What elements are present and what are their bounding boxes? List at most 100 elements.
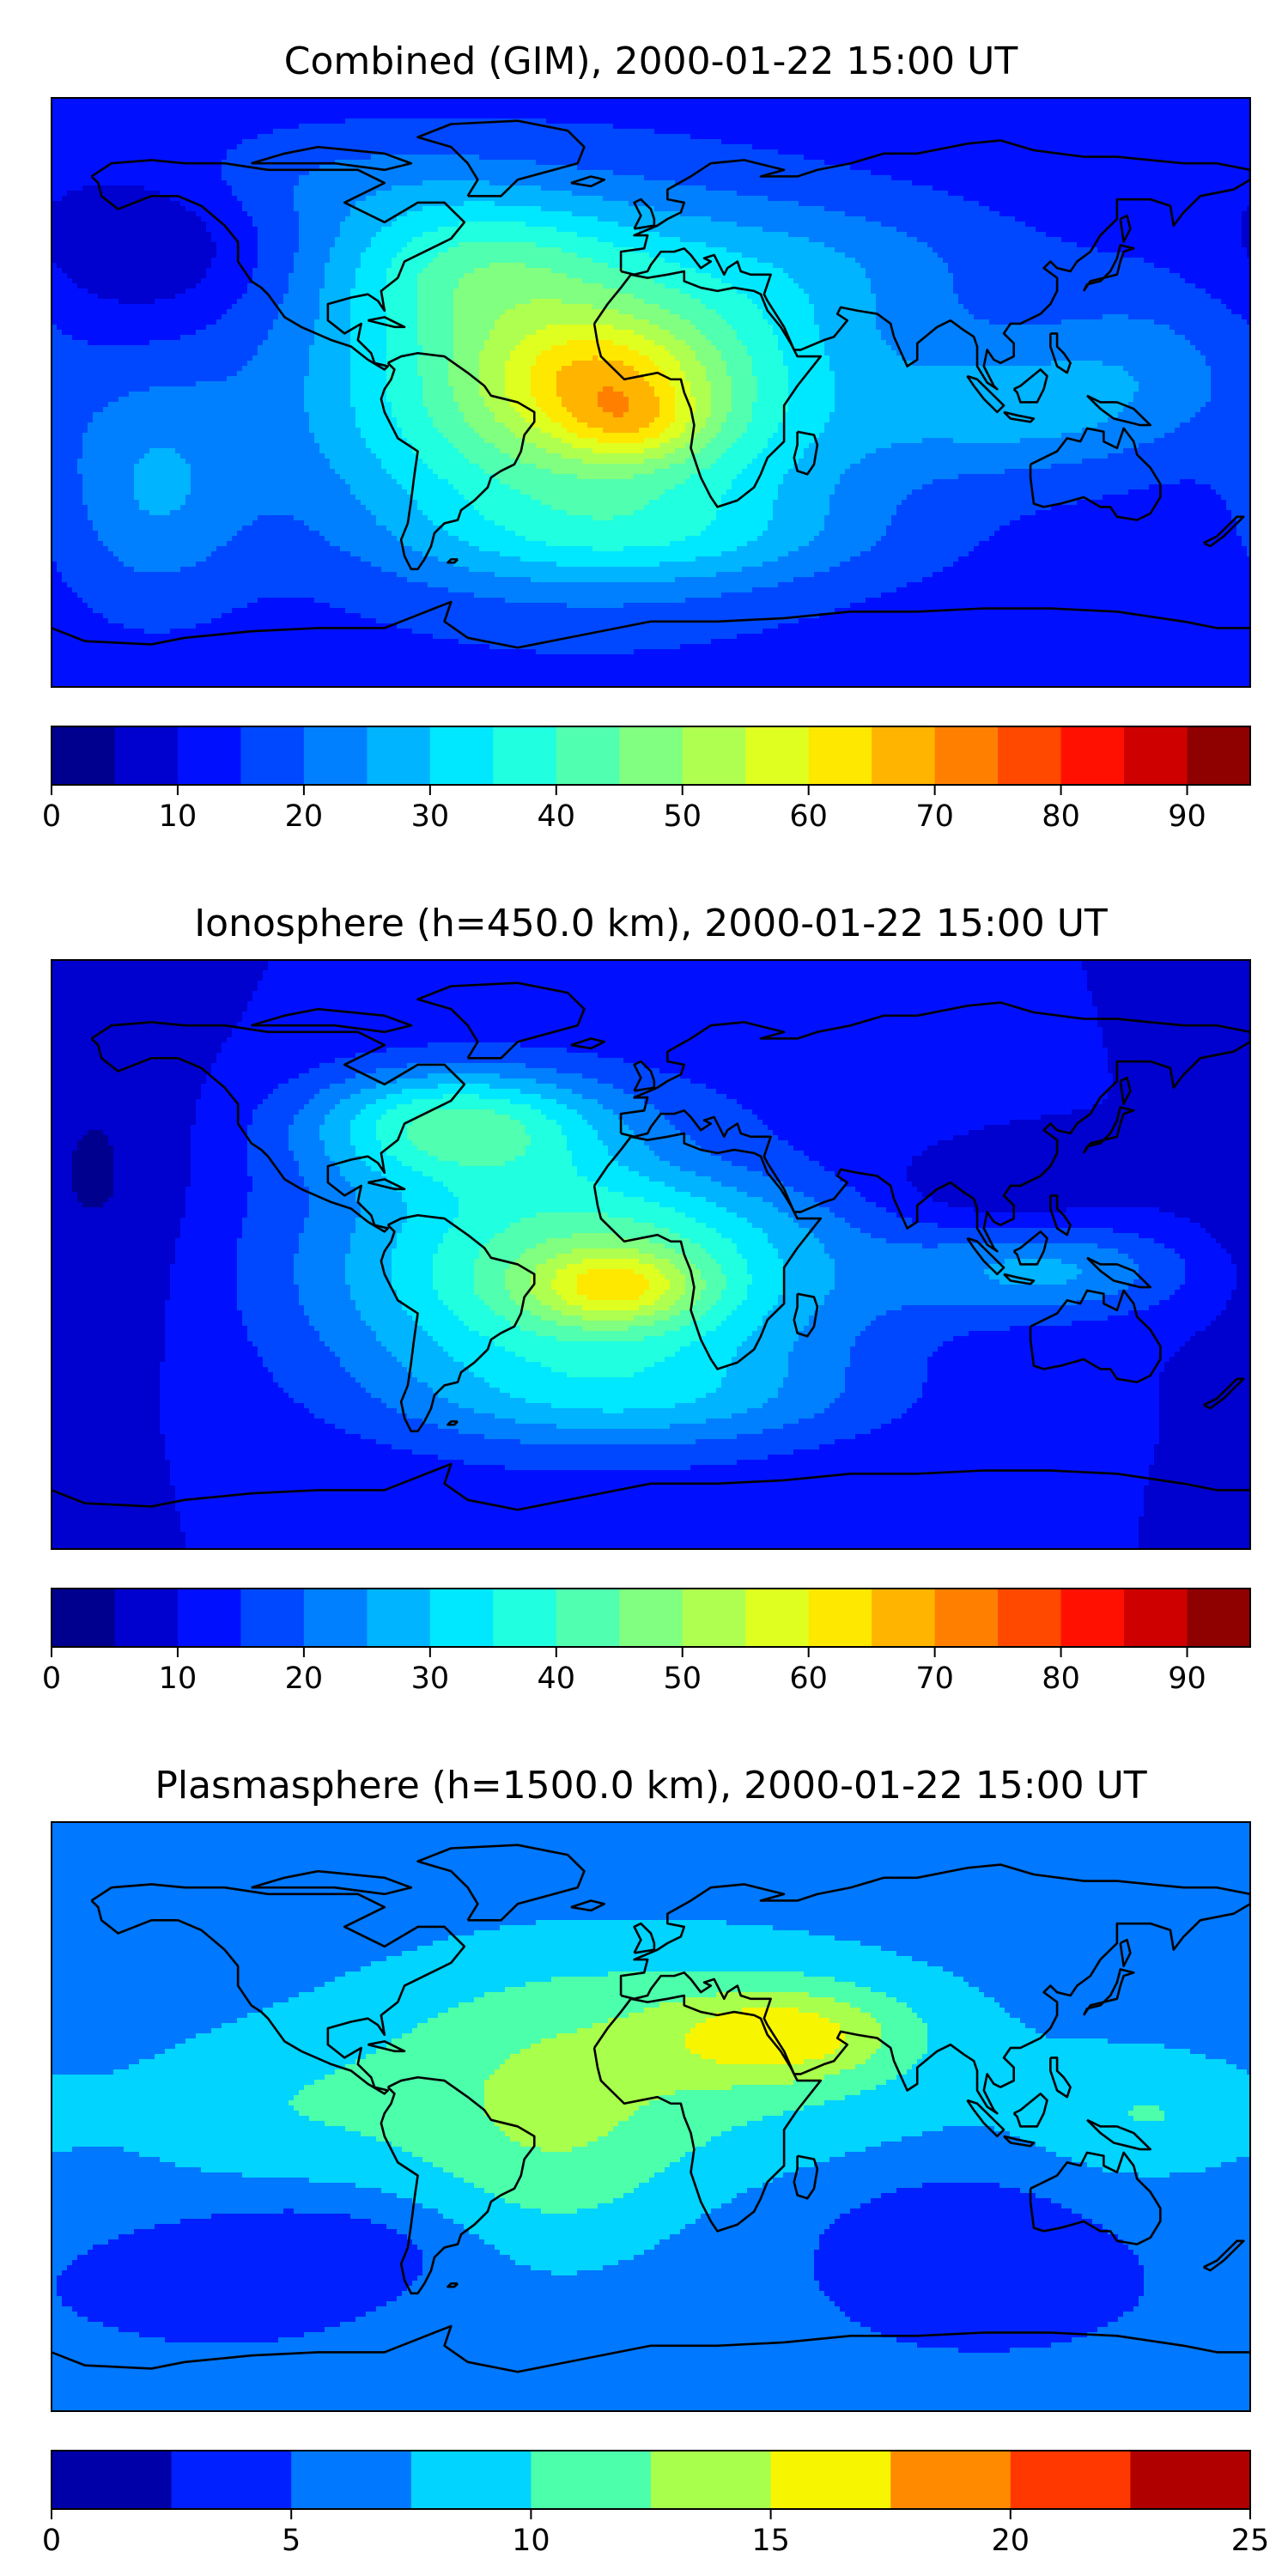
- field-cell: [603, 103, 609, 109]
- field-cell: [1113, 165, 1119, 171]
- field-cell: [62, 170, 68, 176]
- field-cell: [732, 149, 738, 155]
- field-cell: [773, 149, 779, 155]
- field-cell: [252, 155, 258, 161]
- field-cell: [1170, 103, 1176, 109]
- field-cell: [417, 165, 423, 171]
- field-cell: [206, 170, 212, 176]
- field-cell: [969, 175, 975, 181]
- field-cell: [118, 170, 125, 176]
- field-cell: [1092, 149, 1098, 155]
- field-cell: [881, 139, 887, 145]
- field-cell: [896, 124, 902, 130]
- field-cell: [165, 129, 171, 135]
- field-cell: [350, 113, 356, 119]
- field-cell: [237, 155, 243, 161]
- field-cell: [969, 108, 975, 114]
- field-cell: [185, 134, 191, 140]
- field-cell: [1242, 144, 1248, 150]
- field-cell: [325, 134, 331, 140]
- field-cell: [1206, 124, 1212, 130]
- field-cell: [963, 124, 969, 130]
- field-cell: [562, 160, 568, 166]
- field-cell: [994, 113, 1000, 119]
- field-cell: [402, 175, 408, 181]
- field-cell: [809, 113, 815, 119]
- field-cell: [144, 113, 150, 119]
- field-cell: [866, 113, 872, 119]
- field-cell: [118, 124, 125, 130]
- field-cell: [1077, 118, 1083, 125]
- field-cell: [479, 175, 485, 181]
- field-cell: [88, 118, 94, 125]
- field-cell: [546, 108, 552, 114]
- field-cell: [757, 113, 763, 119]
- field-cell: [1118, 129, 1124, 135]
- field-cell: [1005, 118, 1011, 125]
- field-cell: [402, 170, 408, 176]
- field-cell: [603, 149, 609, 155]
- field-cell: [634, 103, 640, 109]
- field-cell: [1180, 149, 1186, 155]
- field-cell: [1123, 108, 1129, 114]
- field-cell: [783, 160, 789, 166]
- field-cell: [247, 175, 253, 181]
- field-cell: [984, 103, 990, 109]
- field-cell: [72, 175, 78, 181]
- field-cell: [448, 108, 454, 114]
- field-cell: [520, 149, 526, 155]
- field-cell: [592, 144, 598, 150]
- field-cell: [799, 139, 805, 145]
- field-cell: [907, 170, 913, 176]
- field-cell: [958, 113, 964, 119]
- field-cell: [500, 139, 506, 145]
- field-cell: [592, 134, 598, 140]
- field-cell: [1097, 139, 1103, 145]
- field-cell: [77, 103, 83, 109]
- field-cell: [623, 155, 629, 161]
- field-cell: [1082, 103, 1088, 109]
- field-cell: [397, 144, 403, 150]
- field-cell: [1025, 124, 1031, 130]
- field-cell: [113, 155, 119, 161]
- field-cell: [526, 108, 532, 114]
- field-cell: [227, 108, 233, 114]
- field-cell: [623, 144, 629, 150]
- field-cell: [1087, 103, 1093, 109]
- field-cell: [840, 144, 846, 150]
- field-cell: [1113, 175, 1119, 181]
- field-cell: [974, 134, 980, 140]
- field-cell: [335, 139, 341, 145]
- field-cell: [510, 170, 516, 176]
- field-cell: [129, 139, 135, 145]
- field-cell: [1015, 108, 1021, 114]
- field-cell: [1020, 124, 1026, 130]
- field-cell: [1236, 149, 1242, 155]
- field-cell: [72, 113, 78, 119]
- field-cell: [773, 155, 779, 161]
- field-cell: [247, 149, 253, 155]
- field-cell: [618, 175, 624, 181]
- field-cell: [860, 139, 866, 145]
- field-cell: [768, 149, 774, 155]
- field-cell: [629, 170, 635, 176]
- field-cell: [881, 170, 887, 176]
- field-cell: [1164, 139, 1170, 145]
- field-cell: [82, 129, 88, 135]
- field-cell: [1005, 134, 1011, 140]
- field-cell: [649, 165, 655, 171]
- field-cell: [969, 170, 975, 176]
- field-cell: [896, 144, 902, 150]
- field-cell: [1097, 165, 1103, 171]
- field-cell: [1066, 108, 1072, 114]
- field-cell: [989, 160, 995, 166]
- field-cell: [93, 129, 99, 135]
- field-cell: [407, 155, 413, 161]
- field-cell: [299, 103, 305, 109]
- field-cell: [726, 165, 732, 171]
- field-cell: [422, 108, 428, 114]
- field-cell: [1092, 118, 1098, 125]
- field-cell: [1236, 155, 1242, 161]
- field-cell: [716, 149, 722, 155]
- field-cell: [366, 155, 372, 161]
